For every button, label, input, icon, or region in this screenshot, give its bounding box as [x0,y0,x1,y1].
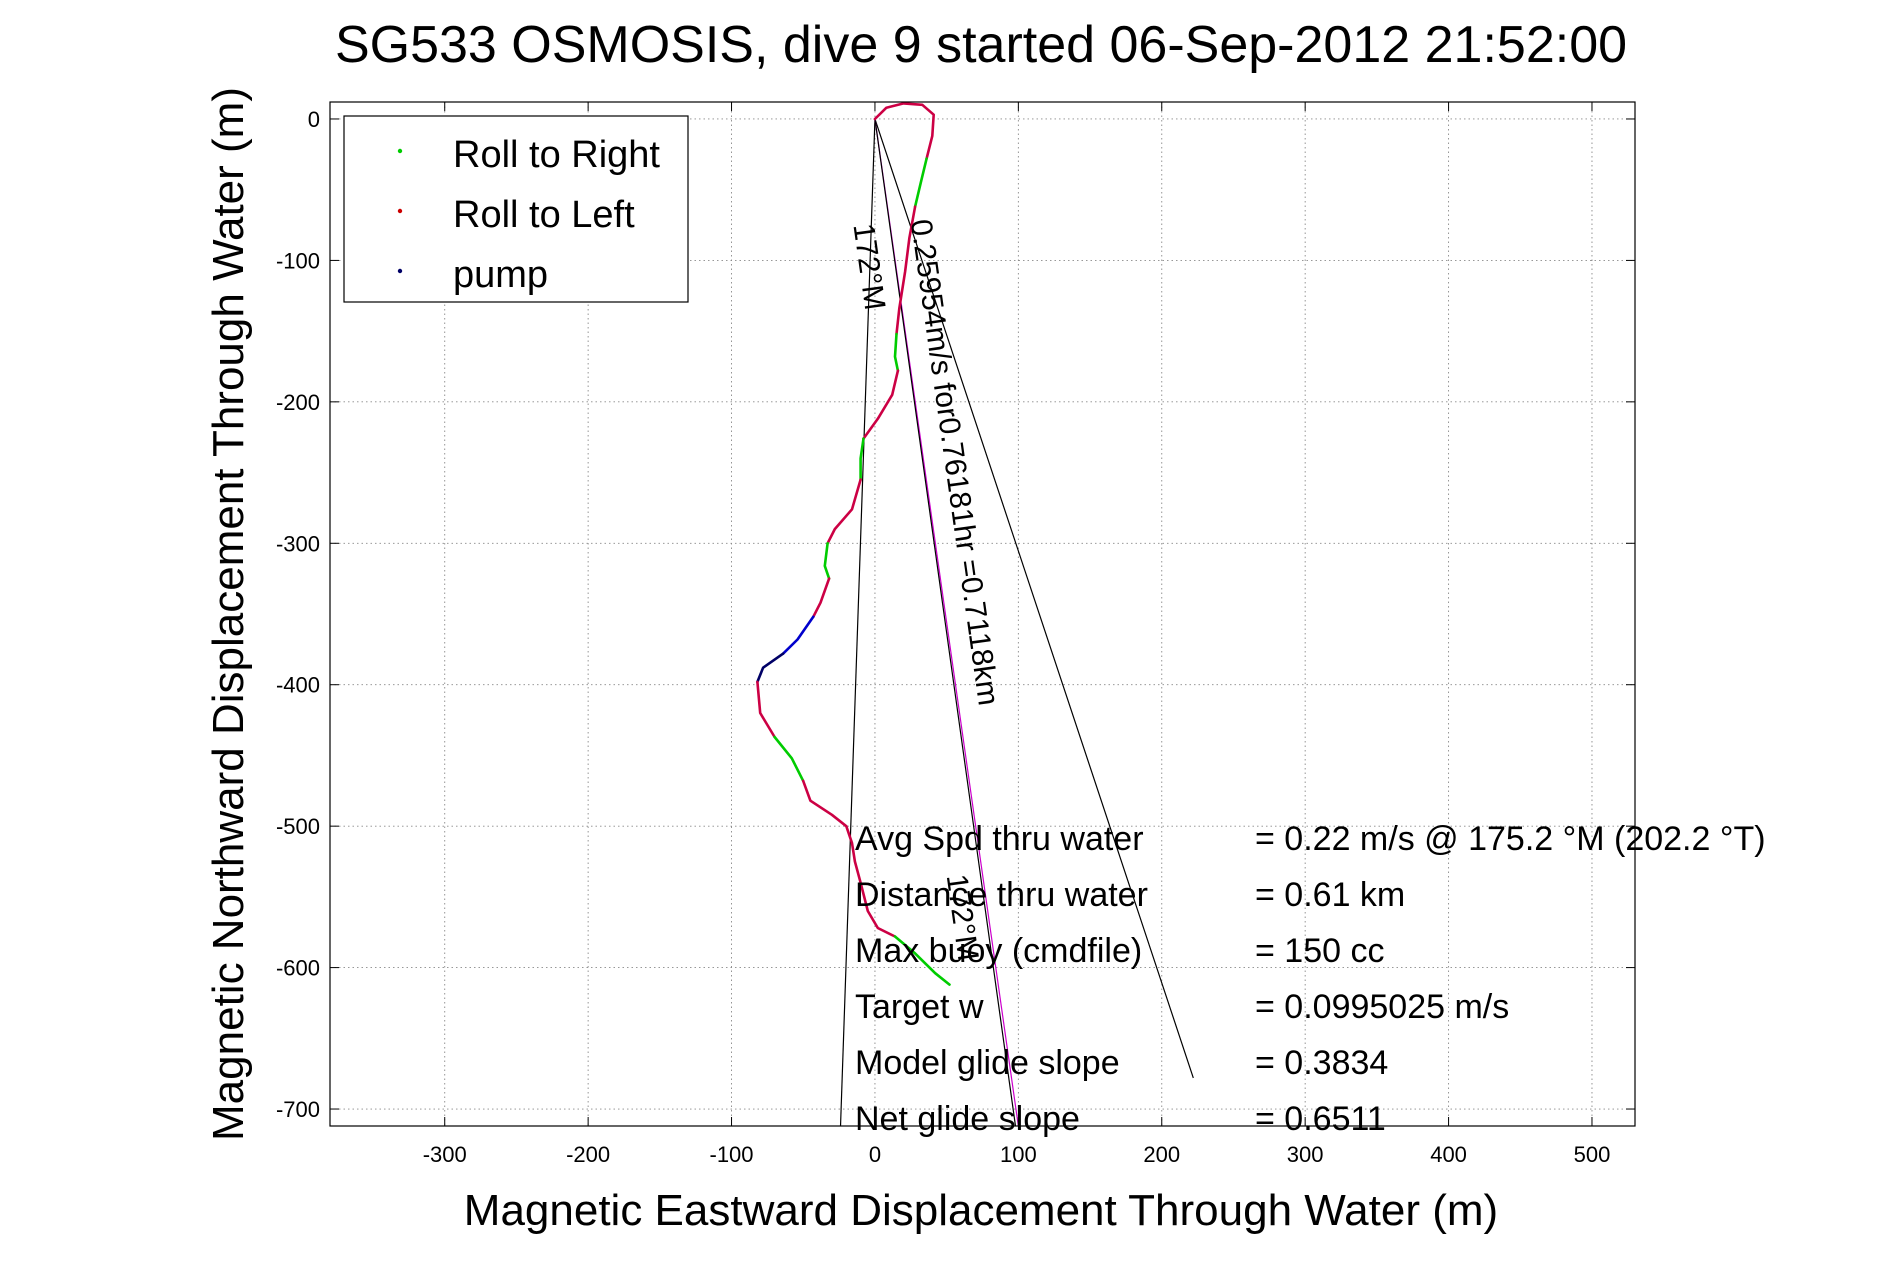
track-segment [756,680,776,739]
x-tick-label: -100 [710,1142,754,1167]
track-segment [862,369,900,440]
y-tick-label: -100 [276,248,320,273]
y-tick-label: -400 [276,673,320,698]
track-segment [893,935,951,986]
legend-label: Roll to Left [453,194,635,236]
legend-marker [397,208,403,214]
x-tick-label: 400 [1430,1142,1467,1167]
y-tick-label: -300 [276,531,320,556]
stat-value: = 0.6511 [1255,1100,1386,1138]
y-tick-label: -700 [276,1097,320,1122]
stat-label: Net glide slope [855,1100,1080,1138]
x-tick-label: 300 [1287,1142,1324,1167]
track-segment [895,205,917,336]
stat-label: Target w [855,988,984,1026]
stat-label: Avg Spd thru water [855,820,1144,858]
stat-value: = 0.3834 [1255,1044,1388,1082]
track-segment [873,102,936,160]
y-tick-label: -500 [276,814,320,839]
dive-track [756,102,951,986]
legend-label: pump [453,254,548,296]
track-segment [781,615,815,655]
track-segment [893,332,900,373]
legend-label: Roll to Right [453,134,660,176]
x-tick-label: -300 [423,1142,467,1167]
track-segment [859,437,865,481]
stat-value: = 0.61 km [1255,876,1405,914]
stat-value: = 0.22 m/s @ 175.2 °M (202.2 °T) [1255,820,1766,858]
stat-label: Model glide slope [855,1044,1120,1082]
reference-line [874,118,1194,1079]
y-tick-label: -600 [276,956,320,981]
track-segment [756,652,785,684]
x-tick-label: 0 [869,1142,881,1167]
y-axis-label: Magnetic Northward Displacement Through … [204,87,253,1141]
track-segment [801,779,897,938]
x-tick-label: 200 [1143,1142,1180,1167]
stat-label: Distance thru water [855,876,1148,914]
x-tick-label: 100 [1000,1142,1037,1167]
track-segment [773,735,805,783]
x-tick-label: 500 [1574,1142,1611,1167]
track-segment [913,157,928,208]
plot-frame [329,101,1636,1127]
x-axis-label: Magnetic Eastward Displacement Through W… [464,1186,1498,1235]
stat-label: Max buoy (cmdfile) [855,932,1142,970]
y-tick-label: -200 [276,390,320,415]
track-segment [823,541,831,580]
stats-block: Avg Spd thru water = 0.22 m/s @ 175.2 °M … [855,820,1766,1138]
y-tick-label: 0 [308,107,320,132]
reference-line [839,118,876,1127]
stat-value: = 0.0995025 m/s [1255,988,1509,1026]
stat-value: = 150 cc [1255,932,1384,970]
legend-marker [397,268,403,274]
track-segment [826,478,862,545]
reference-lines [839,118,1194,1127]
track-segment [811,577,831,619]
legend-marker [397,148,403,154]
chart-title: SG533 OSMOSIS, dive 9 started 06-Sep-201… [335,16,1627,74]
x-tick-label: -200 [566,1142,610,1167]
axis-ticks: -300 -200 -100 0 100 200 300 400 500 0 -100 -200 -30… [276,102,1635,1167]
reference-line [874,118,1017,1127]
legend: Roll to Right Roll to Left pump [343,115,689,303]
